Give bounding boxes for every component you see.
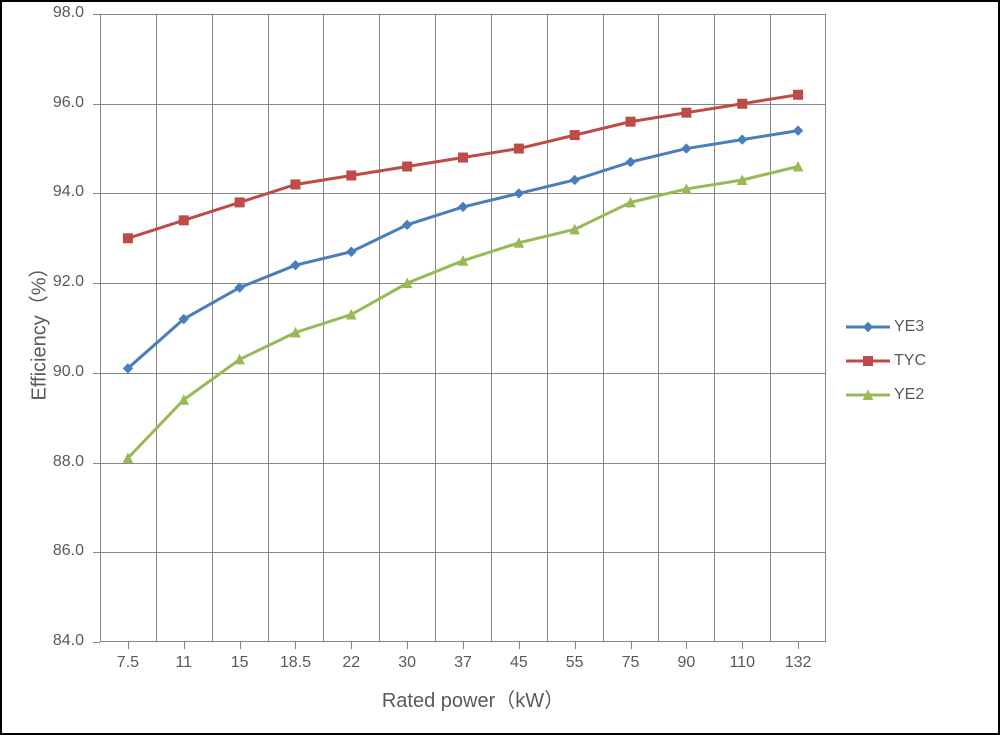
series-marker-tyc [459,153,468,162]
series-marker-ye3 [291,261,300,270]
series-marker-tyc [235,198,244,207]
series-marker-tyc [514,144,523,153]
series-marker-tyc [570,131,579,140]
x-axis-label: Rated power（kW） [363,684,583,713]
series-marker-tyc [347,171,356,180]
legend-label: TYC [894,352,926,370]
legend: YE3 TYC YE2 [846,318,926,420]
series-marker-ye3 [794,126,803,135]
series-marker-tyc [794,90,803,99]
legend-label: YE3 [894,318,924,336]
series-marker-ye3 [459,202,468,211]
legend-marker-icon [846,388,890,402]
series-marker-tyc [179,216,188,225]
series-marker-ye3 [682,144,691,153]
legend-marker-icon [846,354,890,368]
series-marker-ye3 [514,189,523,198]
series-marker-tyc [123,234,132,243]
series-marker-tyc [682,108,691,117]
legend-item-ye2: YE2 [846,386,926,404]
series-marker-tyc [626,117,635,126]
legend-label: YE2 [894,386,924,404]
series-marker-ye3 [626,158,635,167]
chart-container: 84.086.088.090.092.094.096.098.0 7.51115… [0,0,1000,735]
series-marker-tyc [291,180,300,189]
series-line-tyc [128,95,798,239]
series-marker-ye3 [570,175,579,184]
legend-item-tyc: TYC [846,352,926,370]
series-marker-ye3 [738,135,747,144]
y-axis-label: Efficiency（%） [23,261,52,401]
legend-marker-icon [846,320,890,334]
series-marker-tyc [403,162,412,171]
series-line-ye3 [128,131,798,369]
series-marker-tyc [738,99,747,108]
legend-item-ye3: YE3 [846,318,926,336]
